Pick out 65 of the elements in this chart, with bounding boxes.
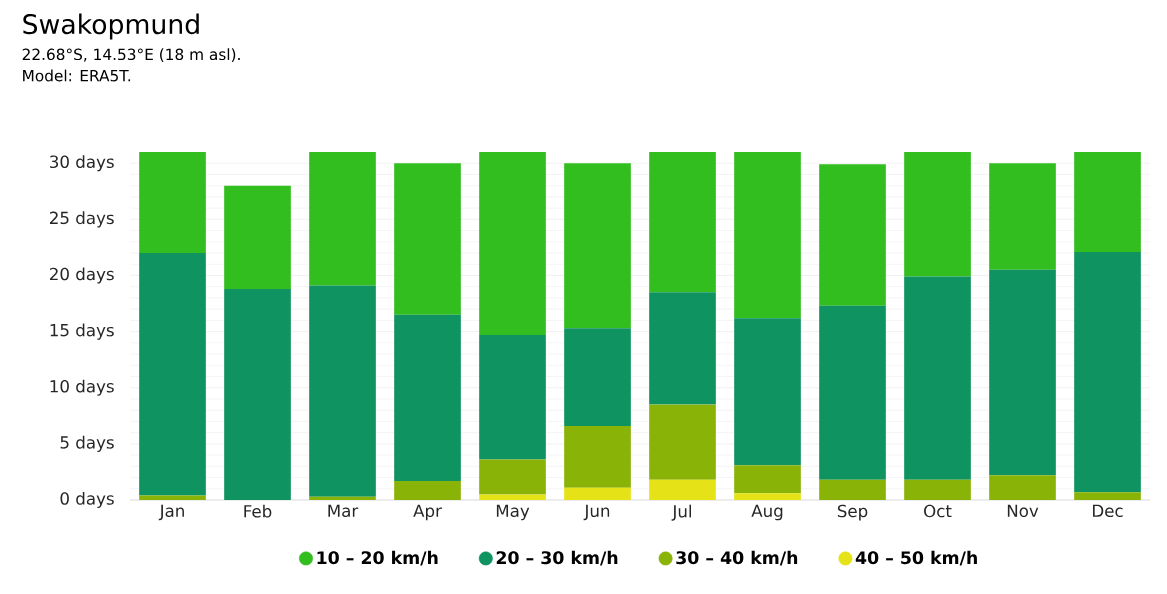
x-tick-label: Feb: [244, 504, 272, 518]
x-tick-label: May: [496, 504, 530, 521]
y-tick-label: 10 days: [50, 379, 114, 396]
x-tick-label: Nov: [1007, 504, 1039, 518]
bar: [649, 404, 716, 480]
x-tick-label: Jan: [158, 504, 184, 521]
x-tick-label: Sep: [837, 504, 868, 521]
y-tick-label: 5 days: [60, 435, 114, 452]
bar: [309, 285, 376, 497]
bar: [649, 292, 716, 405]
bar: [564, 487, 631, 500]
text: Model: ERA5T.: [23, 69, 131, 82]
bar: [309, 496, 376, 500]
bar: [139, 253, 206, 496]
bar: [1074, 251, 1141, 493]
bar: [394, 314, 461, 481]
x-tick-label: Oct: [924, 504, 952, 518]
legend-label: 30 – 40 km/h: [676, 550, 798, 566]
bar: [564, 328, 631, 426]
bar: [649, 152, 716, 293]
bar: [479, 152, 546, 335]
bar: [224, 185, 291, 289]
legend-label: 40 – 50 km/h: [855, 550, 977, 566]
bar: [1074, 152, 1141, 252]
bar: [989, 475, 1056, 500]
bar: [139, 152, 206, 254]
y-tick-label: 15 days: [50, 323, 114, 340]
bar: [904, 152, 971, 277]
x-tick-label: Aug: [751, 504, 783, 521]
bar: [734, 152, 801, 319]
bar: [734, 493, 801, 500]
x-tick-label: Dec: [1093, 504, 1123, 518]
bar: [904, 479, 971, 500]
bar: [734, 465, 801, 494]
bar: [564, 425, 631, 488]
y-tick-label: 25 days: [50, 211, 114, 228]
bar: [479, 494, 546, 500]
bar: [309, 152, 376, 286]
bar: [734, 318, 801, 466]
chart-subtitle: 22.68°S, 14.53°E (18 m asl).: [22, 48, 240, 62]
bar: [1074, 492, 1141, 500]
bar: [819, 164, 886, 306]
y-tick-label: 20 days: [50, 267, 114, 284]
bar: [989, 163, 1056, 270]
chart-title: Swakopmund: [23, 13, 199, 40]
bar: [819, 305, 886, 480]
x-tick-label: Mar: [328, 504, 359, 518]
y-tick-label: 0 days: [60, 491, 114, 509]
bar: [224, 288, 291, 500]
legend-label: 10 – 20 km/h: [317, 550, 438, 566]
x-tick-label: Apr: [413, 504, 442, 521]
legend-label: 20 – 30 km/h: [496, 550, 618, 566]
bar: [479, 334, 546, 460]
bar: [139, 495, 206, 500]
y-tick-label: 30 days: [50, 155, 114, 172]
bar: [564, 163, 631, 329]
bar: [989, 269, 1056, 476]
bar: [649, 479, 716, 500]
bar: [394, 480, 461, 500]
x-tick-label: Jun: [583, 504, 610, 521]
bar: [904, 276, 971, 480]
x-tick-label: Jul: [671, 504, 692, 521]
bar: [394, 163, 461, 315]
bar: [479, 459, 546, 495]
bar: [819, 479, 886, 500]
